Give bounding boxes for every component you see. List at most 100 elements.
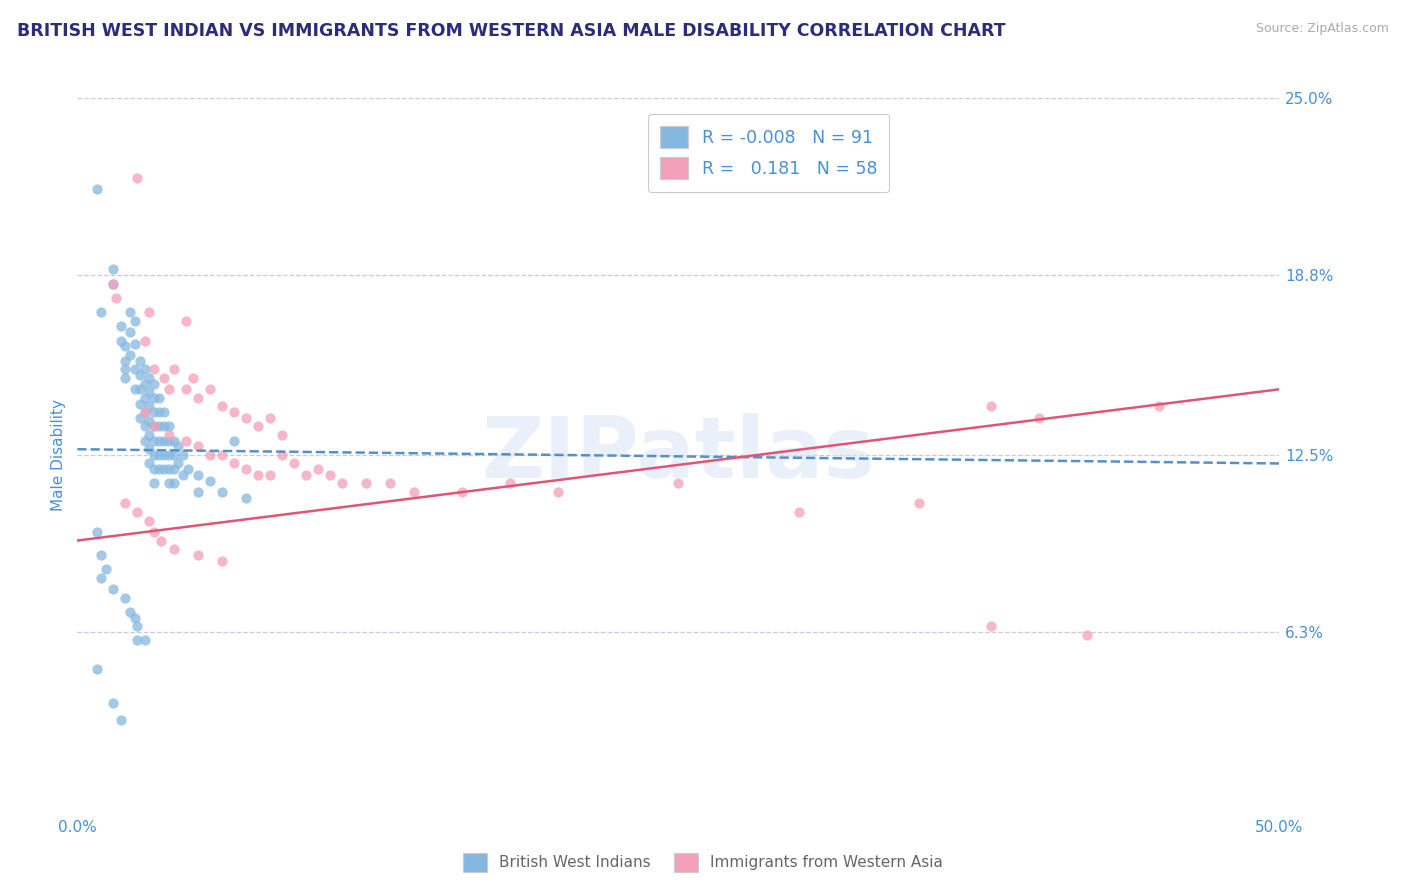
Point (134, 334, 156, 348)
Point (198, 474, 221, 488)
Point (96, 562, 118, 576)
Point (128, 382, 150, 396)
Point (187, 485, 209, 500)
Point (148, 405, 170, 419)
Point (143, 405, 166, 419)
Point (157, 448, 180, 462)
Point (138, 457, 160, 471)
Point (143, 376, 166, 391)
Point (162, 476, 184, 491)
Point (134, 434, 156, 448)
Point (162, 362, 184, 376)
Point (128, 368, 150, 382)
Point (307, 462, 329, 476)
Point (330, 476, 353, 491)
Point (499, 476, 522, 491)
Point (114, 496, 136, 510)
Point (153, 462, 176, 476)
Point (120, 348, 142, 362)
Point (294, 467, 316, 482)
Point (187, 548, 209, 562)
Point (110, 319, 132, 334)
Point (120, 605, 142, 619)
Point (134, 419, 156, 434)
Point (1028, 410, 1050, 425)
Point (167, 439, 190, 453)
Point (187, 391, 209, 405)
Point (153, 371, 176, 385)
Point (103, 582, 125, 596)
Point (222, 434, 245, 448)
Point (153, 419, 176, 434)
Point (128, 396, 150, 410)
Point (270, 448, 292, 462)
Point (124, 362, 146, 376)
Point (134, 405, 156, 419)
Point (235, 410, 257, 425)
Point (157, 419, 180, 434)
Point (104, 291, 127, 305)
Point (124, 610, 146, 624)
Point (90, 548, 112, 562)
Point (148, 391, 170, 405)
Point (354, 476, 377, 491)
Point (103, 696, 125, 710)
Point (1076, 628, 1098, 642)
Point (319, 467, 342, 482)
Point (259, 410, 281, 425)
Point (211, 485, 233, 500)
Point (211, 553, 233, 567)
Point (222, 405, 245, 419)
Point (86, 182, 108, 196)
Point (172, 467, 194, 482)
Point (143, 462, 166, 476)
Point (134, 633, 156, 648)
Point (980, 619, 1002, 633)
Point (451, 485, 474, 500)
Point (162, 462, 184, 476)
Point (211, 400, 233, 414)
Point (120, 305, 142, 319)
Point (162, 448, 184, 462)
Point (143, 362, 166, 376)
Y-axis label: Male Disability: Male Disability (51, 399, 66, 511)
Point (148, 448, 170, 462)
Point (174, 314, 197, 328)
Point (172, 448, 194, 462)
Point (174, 382, 197, 396)
Point (148, 434, 170, 448)
Point (402, 485, 425, 500)
Point (246, 419, 269, 434)
Point (138, 400, 160, 414)
Point (143, 391, 166, 405)
Point (148, 419, 170, 434)
Text: ZIPatlas: ZIPatlas (481, 413, 876, 497)
Point (235, 462, 257, 476)
Point (378, 476, 401, 491)
Point (103, 262, 125, 277)
Point (157, 462, 180, 476)
Point (134, 362, 156, 376)
Legend: R = -0.008   N = 91, R =   0.181   N = 58: R = -0.008 N = 91, R = 0.181 N = 58 (648, 114, 889, 192)
Point (283, 457, 305, 471)
Point (198, 382, 221, 396)
Point (127, 633, 149, 648)
Point (86, 524, 108, 539)
Point (157, 382, 180, 396)
Point (127, 619, 149, 633)
Point (143, 419, 166, 434)
Point (908, 496, 931, 510)
Point (187, 439, 209, 453)
Point (134, 405, 156, 419)
Point (270, 428, 292, 442)
Point (120, 325, 142, 339)
Point (110, 714, 132, 728)
Legend: British West Indians, Immigrants from Western Asia: British West Indians, Immigrants from We… (456, 845, 950, 880)
Point (110, 334, 132, 348)
Point (114, 339, 136, 353)
Point (138, 514, 160, 528)
Point (103, 277, 125, 291)
Point (198, 448, 221, 462)
Point (157, 428, 180, 442)
Point (235, 491, 257, 505)
